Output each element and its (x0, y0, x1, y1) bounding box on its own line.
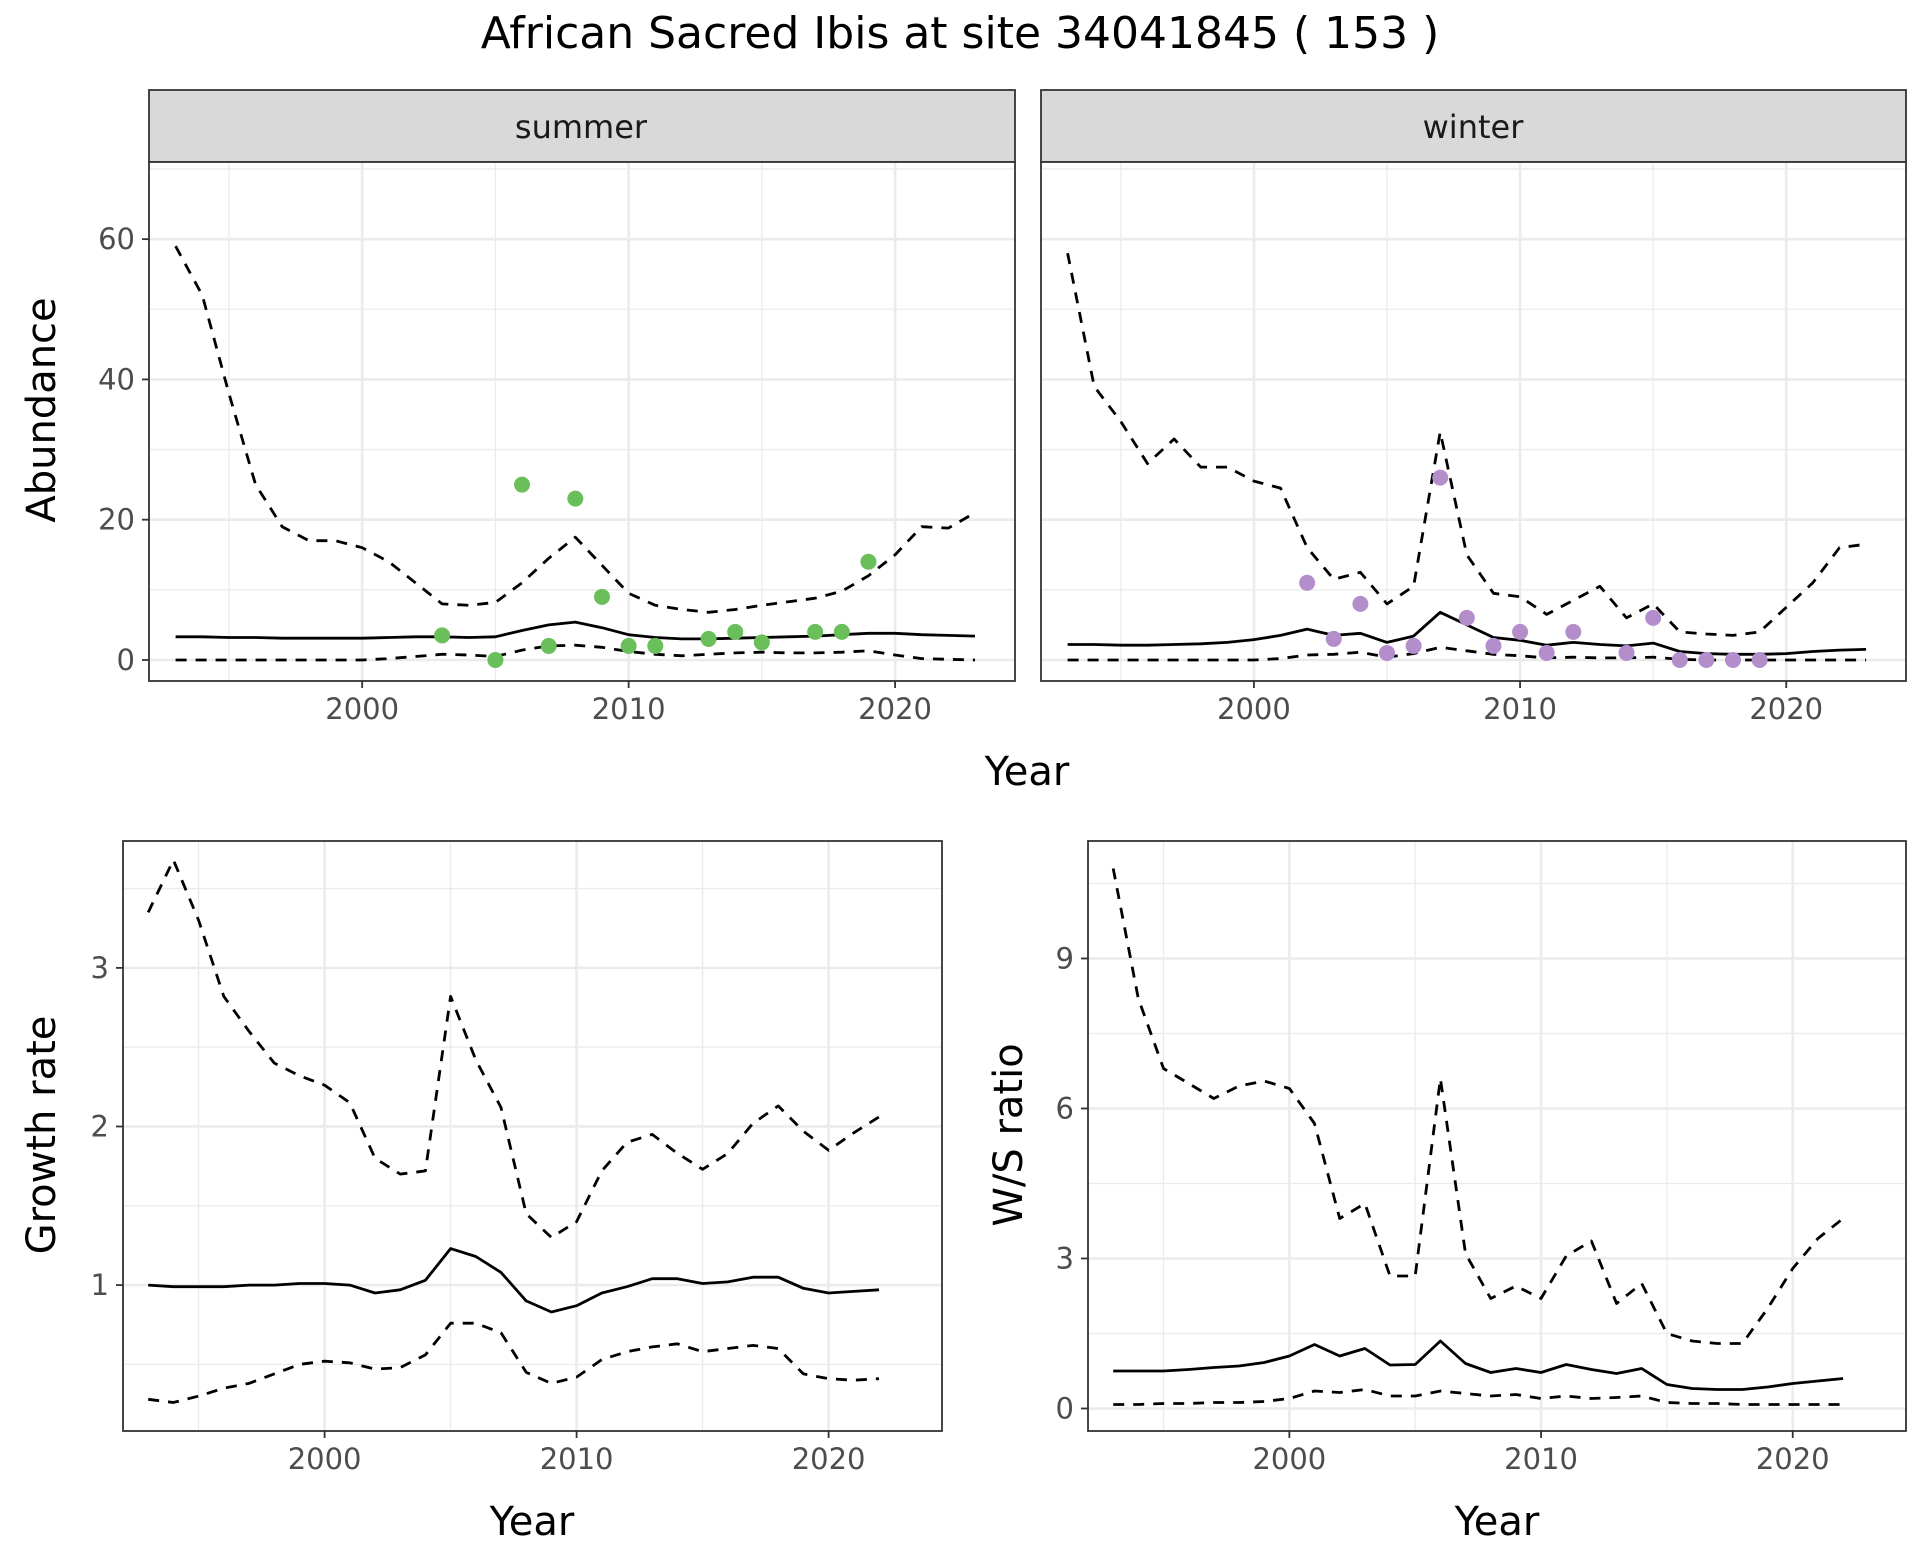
x-tick-label: 2000 (1217, 692, 1291, 726)
facet-strip-summer (148, 89, 1016, 163)
ratio-plot-area (1088, 841, 1906, 1431)
x-tick-label: 2000 (288, 1442, 362, 1476)
winter-observed-point (1645, 609, 1662, 626)
summer-observed-point (833, 623, 850, 640)
x-tick-label: 2020 (858, 692, 932, 726)
x-tick-label: 2000 (1252, 1442, 1326, 1476)
winter-panel-border (1040, 161, 1907, 682)
summer-observed-point (434, 627, 451, 644)
y-tick-label: 2 (91, 1109, 109, 1143)
x-tick-label: 2010 (592, 692, 666, 726)
winter-observed-point (1698, 651, 1715, 668)
y-tick-label: 0 (117, 643, 135, 677)
y-tick-label: 0 (1056, 1392, 1074, 1426)
y-tick-label: 3 (91, 951, 109, 985)
growth-x-axis-title: Year (489, 1499, 575, 1545)
ws-ratio-chart: Year W/S ratio (986, 1043, 1540, 1545)
winter-observed-point (1432, 469, 1449, 486)
x-tick-label: 2010 (1504, 1442, 1578, 1476)
summer-observed-point (807, 623, 824, 640)
growth-panel-border (122, 840, 943, 1432)
winter-observed-point (1405, 637, 1422, 654)
summer-observed-point (567, 490, 584, 507)
y-tick-label: 40 (98, 362, 135, 396)
growth-rate-chart: Year Growth rate (19, 1016, 575, 1545)
winter-observed-point (1751, 651, 1768, 668)
summer-panel: 2000 2010 2020 0 20 40 60 (98, 161, 1016, 726)
summer-observed-point (620, 637, 637, 654)
y-tick-label: 20 (98, 503, 135, 537)
abundance-chart: summer winter Year Abundance (19, 108, 1524, 795)
facet-label-summer: summer (515, 108, 648, 146)
winter-observed-point (1618, 644, 1635, 661)
y-tick-label: 1 (91, 1268, 109, 1302)
x-tick-label: 2020 (1749, 692, 1823, 726)
winter-observed-point (1458, 609, 1475, 626)
ratio-gridlines (1088, 841, 1906, 1431)
summer-observed-point (593, 588, 610, 605)
ratio-y-axis-title: W/S ratio (986, 1043, 1032, 1226)
winter-observed-point (1379, 644, 1395, 661)
winter-observed-point (1538, 644, 1555, 661)
summer-observed-point (487, 651, 504, 668)
facet-strip-winter (1040, 89, 1907, 163)
summer-observed-point (753, 634, 770, 651)
summer-observed-point (647, 637, 664, 654)
growth-line-estimate (148, 1247, 880, 1314)
x-tick-label: 2000 (325, 692, 399, 726)
growth-y-axis-title: Growth rate (19, 1016, 65, 1255)
winter-observed-point (1565, 623, 1582, 640)
x-tick-label: 2010 (1483, 692, 1557, 726)
growth-line-upper (146, 858, 880, 1239)
winter-gridlines (1041, 162, 1906, 681)
winter-observed-point (1725, 651, 1741, 668)
winter-observed-point (1512, 623, 1529, 640)
ratio-line-upper (1111, 868, 1844, 1345)
summer-observed-point (727, 623, 744, 640)
summer-line-upper (174, 245, 976, 614)
ratio-panel-border (1087, 840, 1907, 1432)
growth-panel: 2000 2010 2020 1 2 3 (91, 840, 943, 1476)
summer-observed-point (860, 553, 877, 570)
y-tick-label: 6 (1056, 1092, 1074, 1126)
x-tick-label: 2020 (1756, 1442, 1830, 1476)
growth-line-lower (148, 1321, 880, 1404)
abundance-y-axis-title: Abundance (19, 297, 65, 522)
summer-plot-area (149, 162, 1015, 681)
summer-panel-border (148, 161, 1016, 682)
growth-plot-area (123, 841, 942, 1431)
summer-line-lower (175, 643, 976, 662)
y-tick-label: 3 (1056, 1242, 1074, 1276)
summer-gridlines (149, 162, 1015, 681)
winter-plot-area (1041, 162, 1906, 681)
winter-observed-point (1671, 651, 1688, 668)
winter-observed-point (1299, 574, 1316, 591)
winter-observed-point (1325, 630, 1342, 647)
winter-observed-point (1352, 595, 1369, 612)
summer-observed-point (540, 637, 557, 654)
abundance-x-axis-title: Year (984, 749, 1070, 795)
winter-line-upper (1066, 252, 1867, 637)
y-tick-label: 9 (1056, 942, 1074, 976)
growth-gridlines (123, 841, 942, 1431)
ratio-x-axis-title: Year (1454, 1499, 1540, 1545)
summer-observed-point (700, 630, 717, 647)
ratio-line-estimate (1113, 1339, 1844, 1391)
y-tick-label: 60 (98, 222, 135, 256)
facet-label-winter: winter (1423, 108, 1525, 146)
winter-observed-point (1485, 637, 1502, 654)
x-tick-label: 2020 (792, 1442, 866, 1476)
winter-panel: 2000 2010 2020 (1040, 161, 1907, 726)
chart-title: African Sacred Ibis at site 34041845 ( 1… (481, 8, 1439, 59)
ratio-line-lower (1113, 1388, 1844, 1406)
x-tick-label: 2010 (540, 1442, 614, 1476)
summer-observed-point (514, 476, 531, 493)
ratio-panel: 2000 2010 2020 0 3 6 9 (1056, 840, 1907, 1476)
